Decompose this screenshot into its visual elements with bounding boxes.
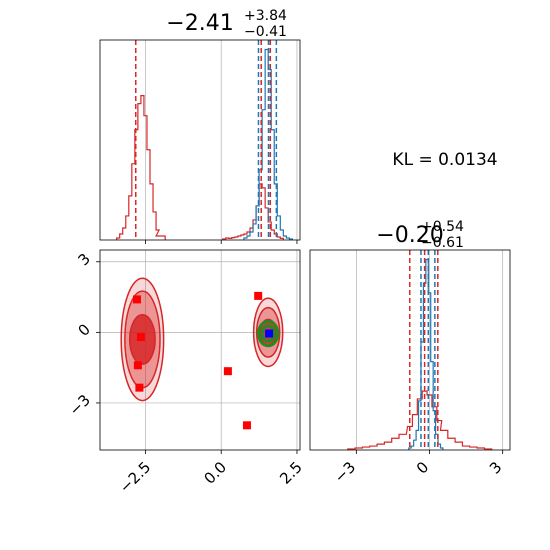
param2-quantile-lines [409,250,439,450]
param1-title: −2.41 [166,11,233,36]
param1-xticks [145,240,298,244]
joint-ytick-label: −3 [66,391,94,419]
joint-green-contour [260,324,276,343]
joint-xticks: −2.5 0.0 2.5 [116,450,306,497]
joint-red-marker [132,295,141,304]
joint-red-markers [132,291,263,430]
joint-red-marker [133,361,142,370]
param2-title-plus: +0.54 [421,219,464,235]
joint-red-marker [135,383,144,392]
joint-distribution-panel: 3 0 −3 −2.5 0.0 2.5 [66,249,306,497]
param2-marginal-panel: −3 0 3 −0.20 +0.54 −0.61 [309,219,511,486]
joint-green-contour [256,319,280,348]
param2-xtick-label: −3 [331,458,359,486]
joint-ytick-label: 3 [75,250,94,269]
param1-title-plus: +3.84 [244,8,287,24]
kl-annotation: KL = 0.0134 [392,150,497,170]
joint-yticks: 3 0 −3 [66,250,100,419]
joint-green-contours [256,319,280,348]
param2-red-histogram [347,390,493,450]
joint-red-marker [254,291,263,300]
param2-title-main: −0.20 [376,223,443,248]
joint-red-marker [136,333,145,342]
param1-axes-frame [99,39,301,241]
param1-title-main: −2.41 [166,11,233,36]
joint-density-regions [120,277,284,402]
param1-gridlines [145,40,298,240]
param2-xticks: −3 0 3 [331,450,506,486]
param1-marginal-panel: −2.41 +3.84 −0.41 [99,8,301,244]
joint-axes-frame [99,249,301,451]
param2-xtick-label: 0 [413,458,432,477]
param2-axes-frame [309,249,511,451]
param1-title-minus: −0.41 [244,24,287,40]
joint-ytick-label: 0 [75,320,94,339]
joint-red-marker [223,367,232,376]
joint-red-marker [242,421,251,430]
param2-title: −0.20 [376,223,443,248]
joint-xtick-label: 2.5 [276,458,306,488]
param2-xtick-label: 3 [486,458,505,477]
joint-xtick-label: 0.0 [200,458,230,488]
joint-truth-marker [265,329,274,338]
joint-xtick-label: −2.5 [116,458,154,496]
param2-title-minus: −0.61 [421,235,464,251]
param1-quantile-lines [135,40,278,240]
param2-gridlines [355,250,504,450]
